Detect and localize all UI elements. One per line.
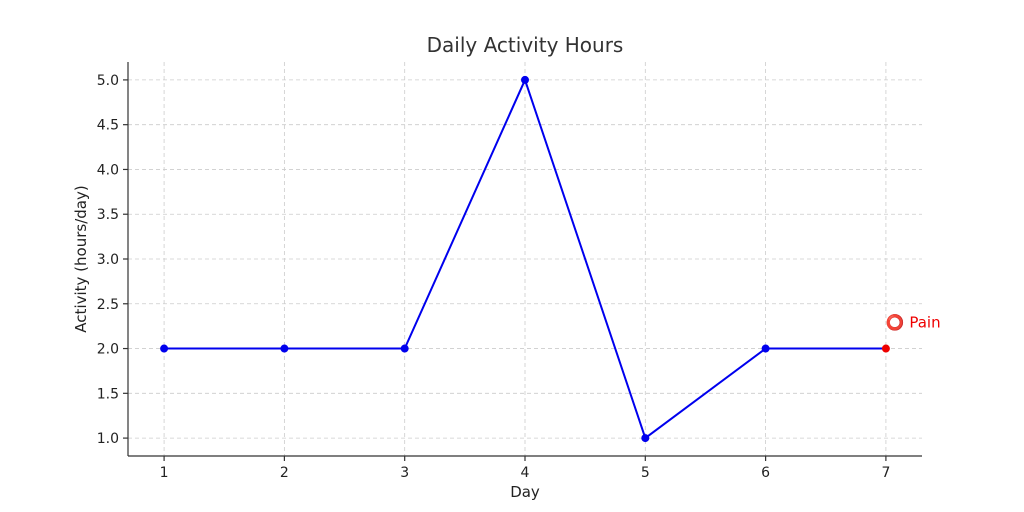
grid [128, 62, 922, 456]
x-tick-label: 5 [641, 465, 650, 481]
y-tick-label: 3.5 [97, 207, 119, 223]
y-tick-label: 4.0 [97, 162, 119, 178]
pain-annotation: ⭕ Pain [886, 314, 941, 332]
chart-title: Daily Activity Hours [427, 33, 624, 57]
highlight-point [881, 344, 890, 353]
y-tick-label: 4.5 [97, 118, 119, 134]
x-axis-label: Day [510, 483, 540, 501]
y-tick-label: 1.5 [97, 386, 119, 402]
x-tick-label: 3 [400, 465, 409, 481]
y-tick-label: 5.0 [97, 73, 119, 89]
series [160, 75, 890, 443]
axes: 1 2 3 4 5 6 7 1.0 1.5 2.0 2.5 3.0 3.5 4.0 4.5 5.0 [97, 62, 922, 481]
y-tick-label: 2.5 [97, 297, 119, 313]
data-point [521, 75, 529, 84]
data-point [400, 344, 409, 353]
annotations: ⭕ Pain [886, 314, 941, 332]
data-point [280, 344, 289, 353]
x-tick-label: 4 [521, 465, 530, 481]
data-point [761, 344, 770, 353]
y-axis-label: Activity (hours/day) [72, 185, 90, 332]
x-tick-label: 7 [881, 465, 890, 481]
data-point [160, 344, 169, 353]
x-tick-label: 6 [761, 465, 770, 481]
y-tick-label: 3.0 [97, 252, 119, 268]
x-tick-label: 2 [280, 465, 289, 481]
y-tick-label: 1.0 [97, 431, 119, 447]
data-point [641, 434, 650, 443]
y-tick-label: 2.0 [97, 342, 119, 358]
x-tick-label: 1 [160, 465, 169, 481]
